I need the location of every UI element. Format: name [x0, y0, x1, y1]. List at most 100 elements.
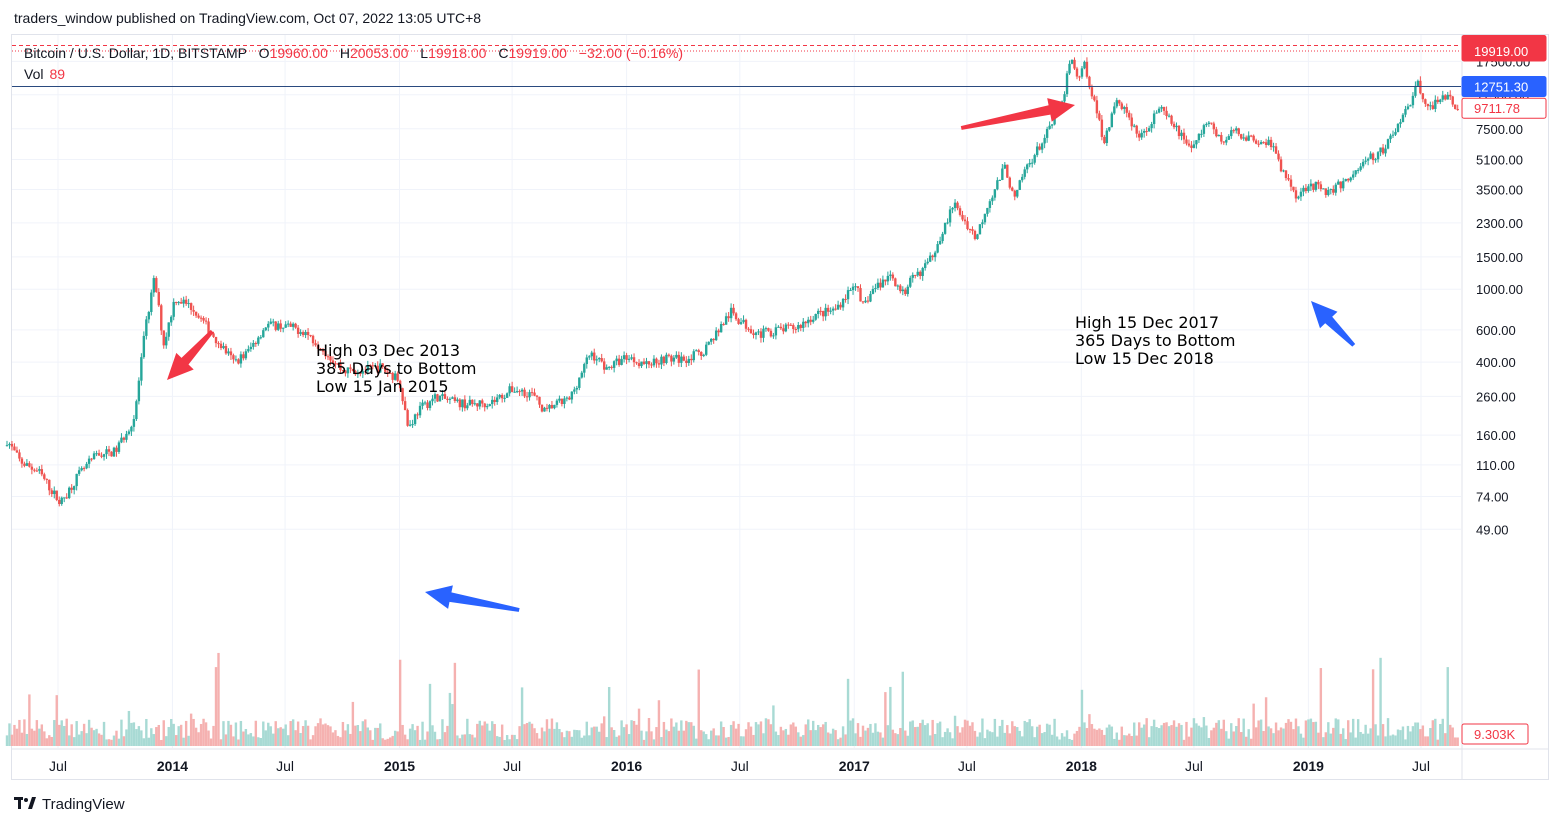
candle-body — [762, 328, 765, 338]
volume-bar — [1337, 719, 1340, 746]
volume-bar — [309, 739, 312, 746]
volume-bar — [889, 686, 892, 746]
candle-body — [958, 208, 962, 215]
candle-body — [956, 202, 959, 209]
volume-bar — [1426, 736, 1430, 746]
arrow-high-2013-icon[interactable] — [167, 329, 214, 380]
volume-bar — [478, 720, 481, 746]
candle-body — [1297, 196, 1300, 199]
candle-body — [262, 330, 265, 338]
candle-body — [871, 289, 875, 294]
candle-body — [655, 358, 658, 364]
candle-body — [570, 391, 574, 400]
volume-bar — [1319, 668, 1323, 746]
volume-bar — [58, 724, 61, 746]
candle-body — [1274, 146, 1278, 154]
candle-body — [1160, 106, 1163, 109]
volume-bar — [1018, 730, 1021, 746]
candle-body — [767, 328, 770, 331]
candle-body — [264, 327, 267, 331]
volume-bar — [82, 723, 86, 746]
candle-body — [45, 478, 49, 480]
candle-body — [787, 324, 790, 326]
candle-body — [1135, 125, 1138, 134]
arrow-low-2018-icon[interactable] — [1311, 301, 1356, 347]
volume-bar — [804, 724, 807, 746]
volume-bar — [879, 732, 882, 746]
candle-body — [43, 474, 46, 479]
volume-bar — [242, 731, 245, 746]
volume-bar — [413, 730, 417, 746]
annotation-text[interactable]: 365 Days to Bottom — [1075, 331, 1235, 350]
candle-body — [1093, 96, 1096, 101]
volume-bar — [155, 727, 158, 746]
annotation-text[interactable]: 385 Days to Bottom — [316, 359, 476, 378]
volume-bar — [670, 718, 673, 746]
arrow-high-2017-icon[interactable] — [960, 98, 1075, 130]
volume-bar — [381, 738, 384, 746]
candle-body — [1207, 122, 1211, 124]
price-tag-label: 19919.00 — [1474, 44, 1528, 59]
candle-body — [545, 407, 549, 409]
candle-body — [1147, 128, 1151, 132]
volume-bar — [757, 724, 760, 746]
candle-body — [834, 308, 837, 310]
volume-bar — [55, 695, 58, 746]
volume-bar — [525, 723, 529, 746]
candle-body — [351, 368, 355, 371]
candle-body — [722, 324, 725, 326]
candle-body — [1190, 145, 1193, 148]
volume-bar — [448, 692, 452, 746]
candle-body — [279, 323, 282, 329]
candle-body — [809, 319, 812, 322]
annotation-text[interactable]: Low 15 Dec 2018 — [1075, 349, 1214, 368]
volume-bar — [1269, 728, 1273, 746]
volume-bar — [826, 732, 830, 746]
chart-frame[interactable] — [11, 34, 1549, 780]
candle-body — [821, 311, 825, 317]
volume-bar — [247, 734, 250, 746]
volume-bar — [816, 724, 820, 746]
candle-body — [267, 323, 270, 328]
volume-bar — [259, 737, 263, 746]
volume-bar — [495, 736, 499, 746]
candle-body — [346, 367, 350, 374]
volume-bar — [80, 731, 83, 746]
candle-body — [884, 279, 887, 282]
volume-bar — [854, 733, 857, 746]
candle-body — [1016, 189, 1019, 197]
candle-body — [1304, 187, 1308, 192]
volume-bar — [1215, 722, 1218, 746]
candle-body — [1155, 112, 1158, 114]
volume-bar — [1287, 719, 1290, 746]
volume-bar — [1235, 726, 1238, 746]
candle-body — [1264, 142, 1268, 145]
symbol-name[interactable]: Bitcoin / U.S. Dollar, 1D, BITSTAMP — [24, 45, 247, 61]
candle-body — [645, 361, 648, 364]
candle-body — [968, 229, 972, 231]
candle-body — [662, 356, 666, 364]
candle-body — [1140, 132, 1143, 138]
volume-bar — [316, 723, 320, 746]
volume-bar — [252, 736, 255, 746]
volume-bar — [595, 726, 598, 746]
candle-body — [1242, 137, 1245, 139]
annotation-text[interactable]: High 15 Dec 2017 — [1075, 313, 1219, 332]
arrow-low-2015-icon[interactable] — [425, 585, 520, 612]
y-tick-label: 1500.00 — [1476, 250, 1523, 265]
candle-body — [286, 323, 290, 325]
candle-body — [433, 394, 437, 399]
candle-body — [508, 386, 511, 394]
candle-body — [306, 331, 310, 336]
candle-body — [1319, 184, 1323, 189]
candle-body — [1337, 181, 1340, 185]
candle-body — [112, 447, 116, 457]
annotation-text[interactable]: Low 15 Jan 2015 — [316, 377, 449, 396]
footer[interactable]: TradingView — [14, 795, 125, 813]
candle-body — [777, 326, 780, 328]
annotation-text[interactable]: High 03 Dec 2013 — [316, 341, 460, 360]
volume-bar — [933, 734, 937, 746]
candle-body — [1279, 159, 1283, 172]
volume-bar — [416, 725, 419, 746]
